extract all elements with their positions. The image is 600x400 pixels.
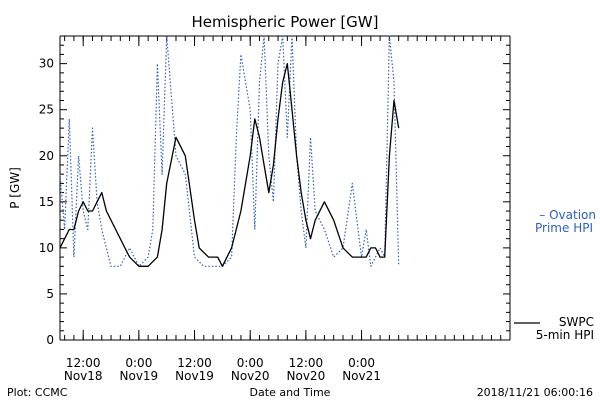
x-tick-label-time: 0:00 xyxy=(237,356,264,370)
y-tick-label: 30 xyxy=(39,57,54,71)
y-tick-group: 0 5 10 15 20 25 30 xyxy=(39,35,510,347)
y-tick-label: 5 xyxy=(46,287,54,301)
swpc-series-line xyxy=(59,62,400,267)
ovation-prime-series-line xyxy=(59,35,400,267)
y-tick-label: 25 xyxy=(39,103,54,117)
footer-source: Plot: CCMC xyxy=(7,386,68,399)
legend-swpc-line1: SWPC xyxy=(559,315,594,329)
y-tick-label: 15 xyxy=(39,195,54,209)
series-layer xyxy=(59,35,400,267)
x-tick-label-date: Nov19 xyxy=(175,369,214,383)
x-tick-label-date: Nov20 xyxy=(287,369,326,383)
x-tick-label-time: 12:00 xyxy=(177,356,212,370)
y-tick-label: 10 xyxy=(39,241,54,255)
legend-ovation-line1: – Ovation xyxy=(539,208,596,222)
footer-timestamp: 2018/11/21 06:00:16 xyxy=(477,386,593,399)
y-axis: 0 5 10 15 20 25 30 P [GW] xyxy=(8,35,510,347)
x-tick-label-time: 12:00 xyxy=(289,356,324,370)
footer: Plot: CCMC 2018/11/21 06:00:16 xyxy=(7,386,593,399)
x-tick-label-date: Nov18 xyxy=(64,369,103,383)
chart-title: Hemispheric Power [GW] xyxy=(192,13,379,31)
x-tick-label-time: 0:00 xyxy=(125,356,152,370)
y-tick-label: 0 xyxy=(46,333,54,347)
y-tick-label: 20 xyxy=(39,149,54,163)
legend-swpc-line2: 5-min HPI xyxy=(536,328,594,342)
x-tick-label-time: 0:00 xyxy=(348,356,375,370)
x-tick-group: 12:00Nov180:00Nov1912:00Nov190:00Nov2012… xyxy=(64,36,511,383)
x-tick-label-date: Nov21 xyxy=(342,369,381,383)
x-axis: 12:00Nov180:00Nov1912:00Nov190:00Nov2012… xyxy=(60,36,511,399)
x-axis-label: Date and Time xyxy=(250,386,331,399)
x-tick-label-time: 12:00 xyxy=(66,356,101,370)
y-axis-label: P [GW] xyxy=(8,167,22,209)
legend-ovation-line2: Prime HPI xyxy=(535,221,593,235)
legend: – Ovation Prime HPI SWPC 5-min HPI xyxy=(514,208,596,342)
plot-frame xyxy=(60,35,511,340)
x-tick-label-date: Nov19 xyxy=(120,369,159,383)
x-tick-label-date: Nov20 xyxy=(231,369,270,383)
